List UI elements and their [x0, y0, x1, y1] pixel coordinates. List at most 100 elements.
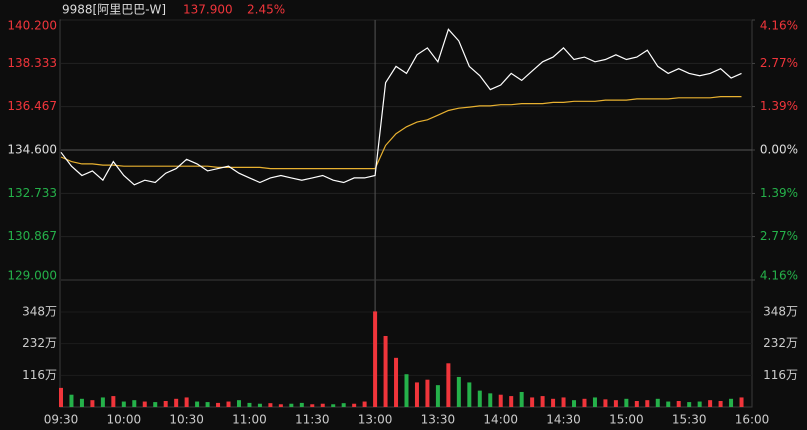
- volume-bar: [435, 385, 440, 407]
- volume-bar: [142, 401, 147, 407]
- y-tick-label: 348万: [22, 304, 57, 318]
- volume-bar: [121, 401, 126, 407]
- y-tick-label: 134.600: [7, 143, 57, 157]
- volume-bar: [467, 382, 472, 407]
- volume-bar: [551, 398, 556, 407]
- volume-bar: [257, 403, 262, 407]
- volume-bar: [278, 404, 283, 407]
- volume-bar: [268, 403, 273, 407]
- x-tick-label: 10:30: [169, 413, 204, 427]
- volume-bar: [247, 402, 252, 407]
- volume-bar: [519, 391, 524, 407]
- volume-bar: [530, 397, 535, 407]
- price-line: [60, 28, 742, 186]
- y2-tick-label: 0.00%: [760, 143, 798, 157]
- volume-bar: [624, 398, 629, 407]
- volume-bar: [572, 400, 577, 407]
- volume-bar: [498, 394, 503, 407]
- volume-bar: [708, 400, 713, 407]
- x-tick-label: 13:30: [421, 413, 456, 427]
- volume-bar: [634, 400, 639, 407]
- y2-tick-label: 2.77%: [760, 56, 798, 70]
- plot-frame: [59, 19, 753, 408]
- volume-bar: [174, 398, 179, 407]
- volume-bar: [310, 404, 315, 407]
- y-tick-label: 129.000: [7, 269, 57, 283]
- volume-bar: [697, 401, 702, 407]
- x-tick-label: 15:00: [609, 413, 644, 427]
- volume-bar: [456, 376, 461, 407]
- y2-tick-label: 4.16%: [760, 19, 798, 33]
- volume-bar: [729, 398, 734, 407]
- x-tick-label: 11:30: [295, 413, 330, 427]
- volume-bar: [414, 382, 419, 407]
- volume-bar: [509, 396, 514, 407]
- stock-code: 9988[阿里巴巴-W]: [62, 3, 166, 17]
- volume-bar: [90, 400, 95, 407]
- x-tick-label: 15:30: [672, 413, 707, 427]
- volume-bar: [383, 335, 388, 407]
- volume-bar: [373, 311, 378, 407]
- volume-bar: [205, 402, 210, 407]
- volume-bar: [446, 363, 451, 407]
- y-tick-label: 136.467: [7, 99, 57, 113]
- x-tick-label: 14:30: [546, 413, 581, 427]
- y2-tick-label: 1.39%: [760, 99, 798, 113]
- volume-bar: [582, 398, 587, 407]
- volume-bar: [79, 398, 84, 407]
- volume-bar: [739, 397, 744, 407]
- x-tick-label: 10:00: [107, 413, 142, 427]
- volume-bar: [352, 403, 357, 407]
- volume-bar: [540, 396, 545, 407]
- volume-bar: [195, 401, 200, 407]
- volume-bar: [184, 397, 189, 407]
- volume-bar: [362, 401, 367, 407]
- x-tick-label: 09:30: [44, 413, 79, 427]
- volume-bar: [299, 402, 304, 407]
- volume-bar: [666, 401, 671, 407]
- y2-tick-label: 1.39%: [760, 186, 798, 200]
- volume-bar: [561, 397, 566, 407]
- price-line: [60, 96, 742, 170]
- volume-bar: [100, 397, 105, 407]
- volume-bar: [69, 394, 74, 407]
- y2-tick-label: 116万: [763, 368, 798, 382]
- volume-bar: [341, 403, 346, 407]
- volume-bar: [111, 396, 116, 407]
- y2-tick-label: 232万: [763, 336, 798, 350]
- y-tick-label: 140.200: [7, 19, 57, 33]
- volume-bar: [488, 393, 493, 407]
- x-tick-label: 14:00: [483, 413, 518, 427]
- volume-bar: [645, 400, 650, 407]
- volume-bar: [163, 400, 168, 407]
- volume-bar: [226, 401, 231, 407]
- volume-bar: [216, 402, 221, 407]
- volume-bar: [59, 387, 63, 407]
- y2-tick-label: 4.16%: [760, 269, 798, 283]
- y-tick-label: 130.867: [7, 229, 57, 243]
- x-tick-label: 13:00: [358, 413, 393, 427]
- volume-bar: [394, 357, 399, 407]
- y-tick-label: 232万: [22, 336, 57, 350]
- volume-bar: [320, 403, 325, 407]
- volume-bar: [655, 398, 660, 407]
- volume-bar: [289, 403, 294, 407]
- volume-bar: [477, 390, 482, 407]
- stock-change: 2.45%: [247, 3, 285, 17]
- volume-bar: [592, 397, 597, 407]
- volume-bar: [236, 400, 241, 407]
- volume-bar: [676, 400, 681, 407]
- y-tick-label: 132.733: [7, 186, 57, 200]
- y2-tick-label: 2.77%: [760, 229, 798, 243]
- volume-bar: [153, 402, 158, 407]
- volume-bar: [718, 400, 723, 407]
- y-tick-label: 138.333: [7, 56, 57, 70]
- volume-bar: [613, 400, 618, 407]
- volume-bar: [603, 399, 608, 407]
- x-tick-label: 11:00: [232, 413, 267, 427]
- x-tick-label: 16:00: [735, 413, 770, 427]
- volume-bar: [404, 374, 409, 407]
- y2-tick-label: 348万: [763, 304, 798, 318]
